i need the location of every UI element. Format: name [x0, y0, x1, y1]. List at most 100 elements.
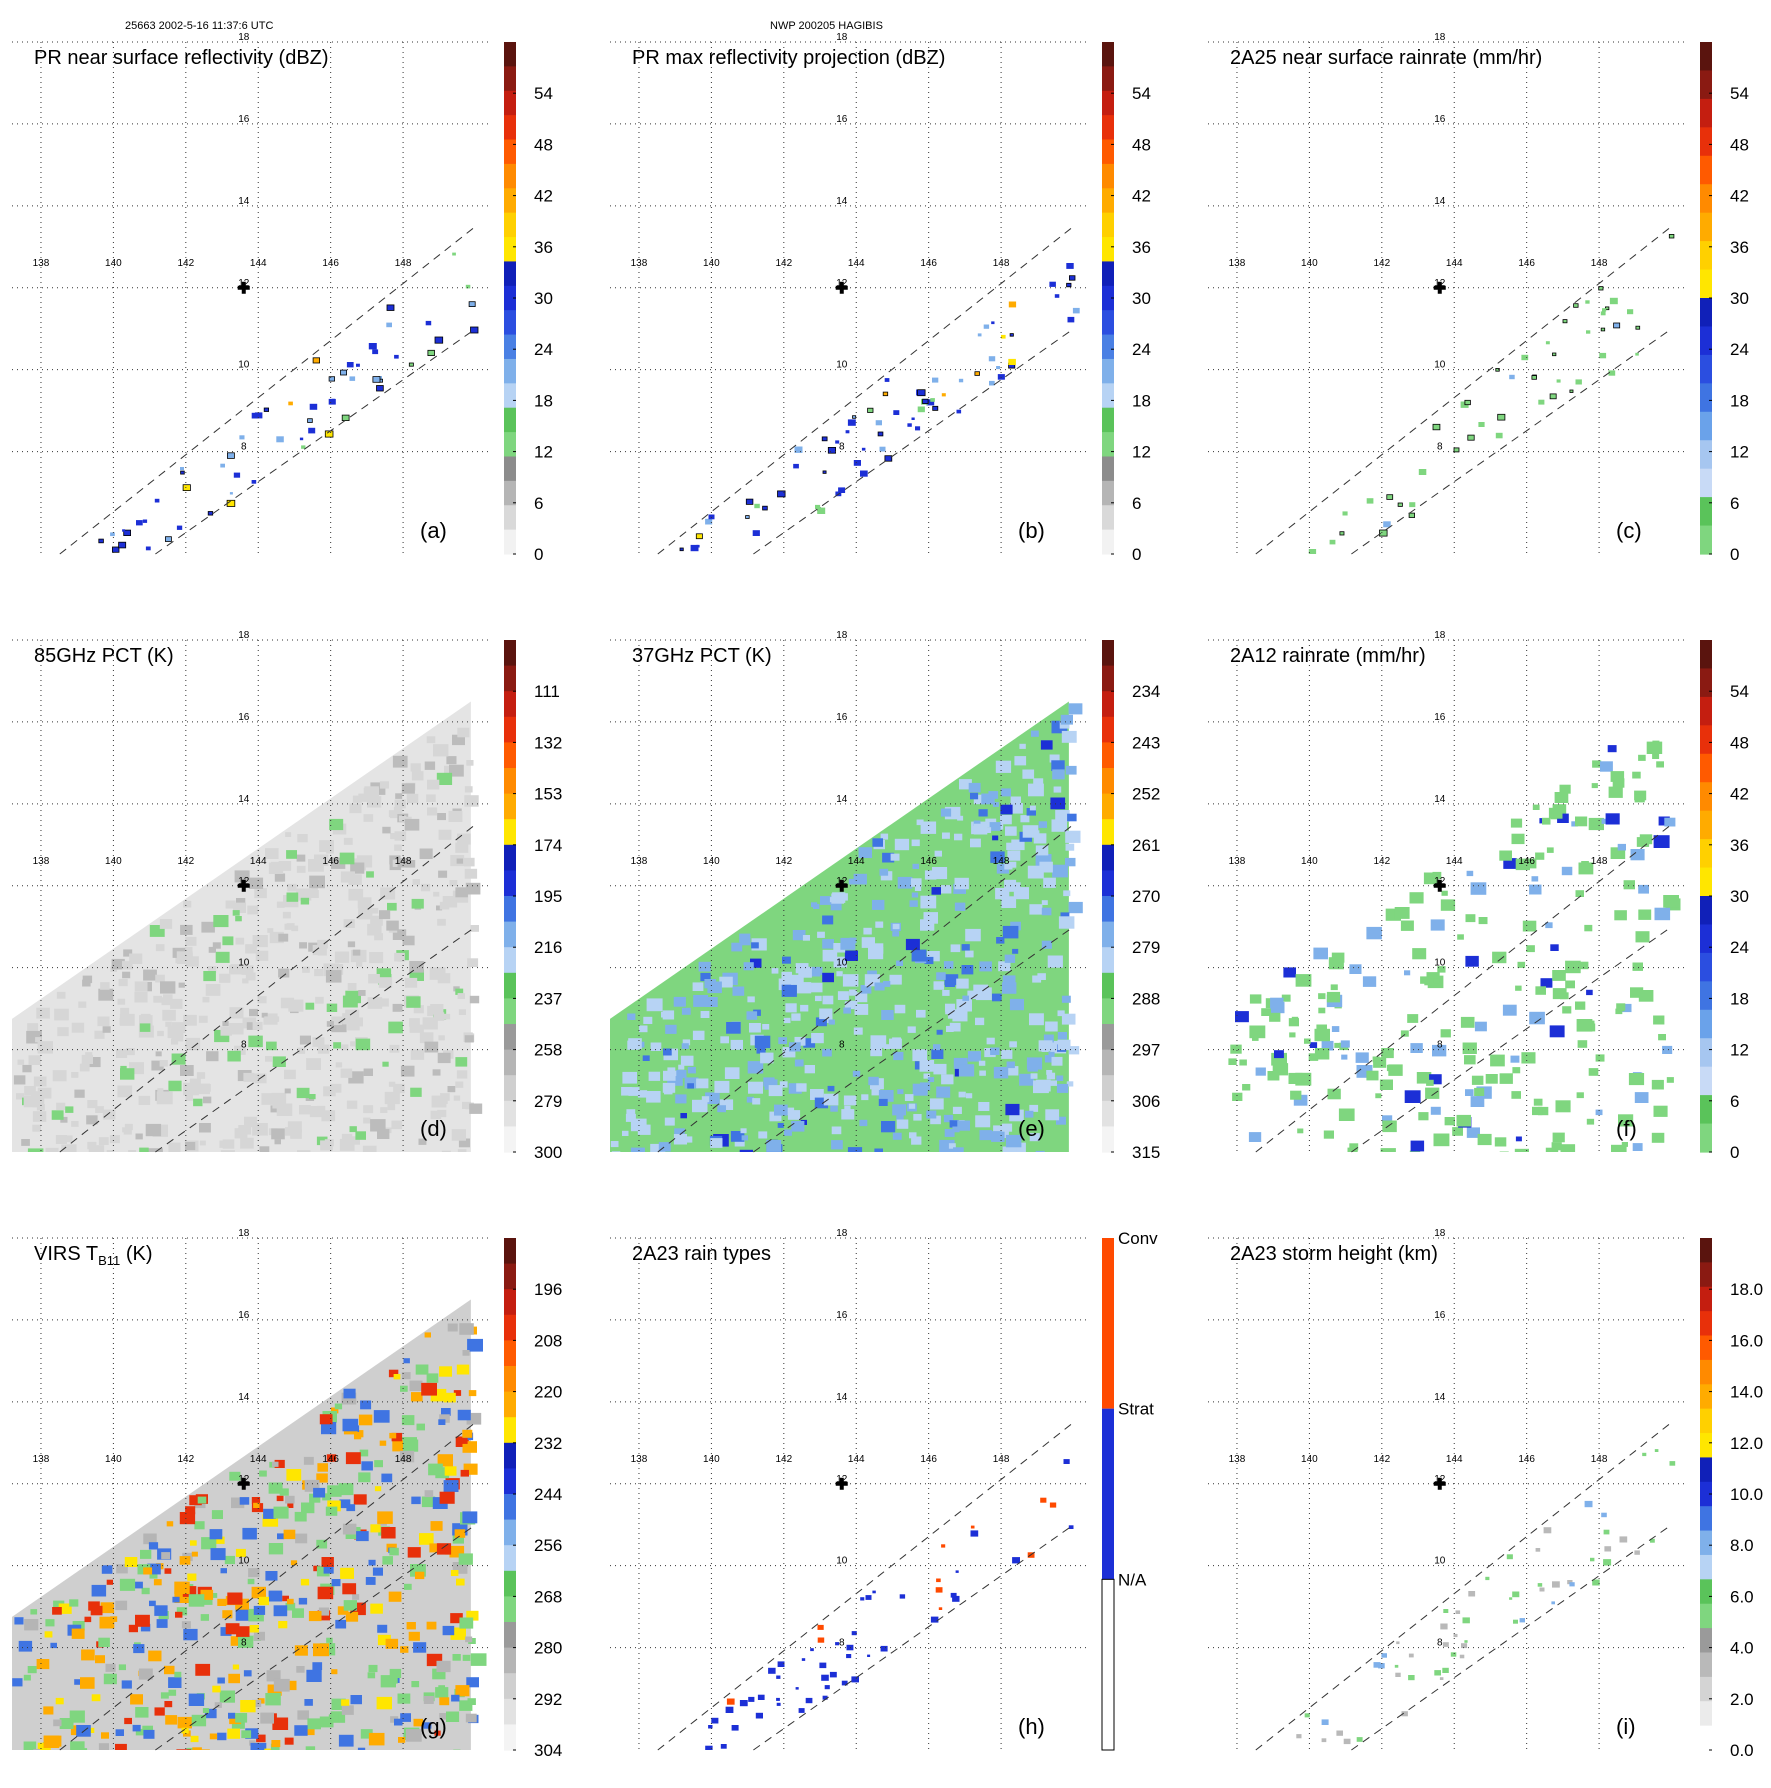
colorbar-tick: 24	[534, 340, 553, 359]
lon-label: 140	[703, 856, 720, 867]
colorbar-tick: 195	[534, 887, 562, 906]
colorbar-tick: 304	[534, 1741, 562, 1760]
lon-label: 144	[250, 1454, 267, 1465]
lat-label: 18	[836, 32, 848, 43]
colorbar-tick: Strat	[1118, 1400, 1154, 1419]
colorbar-tick: 243	[1132, 733, 1160, 752]
colorbar: 54 48 42 36 30 24 18 12 6 0	[1700, 640, 1749, 1162]
header-left: 25663 2002-5-16 11:37:6 UTC	[125, 20, 274, 32]
lon-label: 138	[1229, 258, 1246, 269]
colorbar-tick: 6	[534, 494, 543, 513]
colorbar: 54 48 42 36 30 24 18 12 6 0	[1700, 42, 1749, 564]
colorbar-tick: 36	[1730, 238, 1749, 257]
lat-label: 16	[238, 1310, 250, 1321]
map-area-d	[12, 701, 483, 1152]
colorbar-tick: 270	[1132, 887, 1160, 906]
storm-center-marker	[1433, 879, 1446, 892]
swath-edge	[657, 225, 1074, 555]
lat-label: 8	[241, 1040, 247, 1051]
colorbar: 111 132 153 174 195 216 237 258 279 300	[504, 640, 562, 1162]
lat-label: 10	[1434, 958, 1446, 969]
panel-label: (e)	[1018, 1116, 1045, 1141]
lat-label: 8	[241, 442, 247, 453]
map-area-a	[98, 252, 479, 553]
lat-label: 8	[1437, 1638, 1443, 1649]
colorbar-tick: 54	[1132, 84, 1151, 103]
panel-title: 37GHz PCT (K)	[632, 645, 772, 667]
colorbar-tick: 48	[1730, 733, 1749, 752]
colorbar: 196 208 220 232 244 256 268 280 292 304	[504, 1238, 562, 1760]
panel-d: 1381401421441461481816141210885GHz PCT (…	[12, 630, 562, 1162]
lat-label: 14	[836, 196, 848, 207]
colorbar-tick: 297	[1132, 1041, 1160, 1060]
colorbar-tick: 36	[534, 238, 553, 257]
lon-label: 138	[1229, 856, 1246, 867]
colorbar-tick: 36	[1730, 836, 1749, 855]
colorbar-tick: 6	[1132, 494, 1141, 513]
panel-f: 138 140 142 144 146 148 18 16 14 12 10 8 2A12 rainra…	[1208, 630, 1749, 1162]
lon-label: 138	[33, 1454, 50, 1465]
swath-edge	[59, 225, 476, 555]
colorbar-tick: 30	[1730, 289, 1749, 308]
colorbar-tick: 54	[1730, 84, 1749, 103]
lat-label: 18	[238, 1228, 250, 1239]
colorbar-tick: N/A	[1118, 1570, 1147, 1589]
lon-label: 140	[105, 1454, 122, 1465]
storm-center-marker	[237, 1477, 250, 1490]
colorbar-tick: 306	[1132, 1092, 1160, 1111]
lat-label: 16	[238, 114, 250, 125]
map-area-g	[12, 1299, 487, 1750]
lon-label: 146	[1518, 258, 1535, 269]
lat-label: 14	[836, 794, 848, 805]
lat-label: 10	[1434, 1556, 1446, 1567]
colorbar-tick: 0	[534, 545, 543, 564]
panel-label: (a)	[420, 518, 447, 543]
lon-label: 144	[1446, 1454, 1463, 1465]
colorbar-tick: 42	[1730, 187, 1749, 206]
colorbar-tick: 54	[534, 84, 553, 103]
lon-label: 148	[395, 258, 412, 269]
colorbar-tick: 18	[1730, 391, 1749, 410]
storm-center-marker	[1433, 281, 1446, 294]
colorbar-tick: 220	[534, 1383, 562, 1402]
lat-label: 10	[836, 958, 848, 969]
lat-label: 18	[1434, 630, 1446, 641]
lon-label: 140	[1301, 856, 1318, 867]
colorbar-tick: 4.0	[1730, 1639, 1754, 1658]
lat-label: 16	[836, 712, 848, 723]
lon-label: 146	[1518, 856, 1535, 867]
storm-center-marker	[835, 281, 848, 294]
panel-a: 138 140 142 144 146 148 18 16 14 12 10 8 PR near sur…	[12, 32, 553, 564]
lon-label: 146	[1518, 1454, 1535, 1465]
colorbar-tick: 10.0	[1730, 1485, 1763, 1504]
colorbar-tick: 6	[1730, 1092, 1739, 1111]
panel-title: PR max reflectivity projection (dBZ)	[632, 47, 945, 69]
swath-edge	[59, 1421, 476, 1751]
lon-label: 140	[105, 258, 122, 269]
panel-title: PR near surface reflectivity (dBZ)	[34, 47, 329, 69]
lat-label: 14	[238, 794, 250, 805]
colorbar-tick: 14.0	[1730, 1383, 1763, 1402]
lon-label: 144	[848, 856, 865, 867]
lon-label: 138	[631, 856, 648, 867]
colorbar-tick: 48	[1132, 135, 1151, 154]
swath-edge	[657, 823, 1074, 1153]
colorbar-tick: 30	[1132, 289, 1151, 308]
lon-label: 146	[920, 258, 937, 269]
swath-edge	[59, 823, 476, 1153]
lon-label: 140	[105, 856, 122, 867]
colorbar-tick: 42	[1132, 187, 1151, 206]
map-area-b	[679, 263, 1080, 552]
lat-label: 14	[836, 1392, 848, 1403]
lon-label: 142	[177, 258, 194, 269]
colorbar-tick: 268	[534, 1587, 562, 1606]
storm-center-marker	[835, 879, 848, 892]
lat-label: 18	[1434, 32, 1446, 43]
colorbar-tick: 48	[534, 135, 553, 154]
lat-label: 14	[1434, 794, 1446, 805]
swath-edge	[1255, 225, 1672, 555]
colorbar-tick: 216	[534, 938, 562, 957]
lon-label: 142	[177, 1454, 194, 1465]
lon-label: 138	[33, 258, 50, 269]
map-area-f	[1208, 701, 1681, 1152]
